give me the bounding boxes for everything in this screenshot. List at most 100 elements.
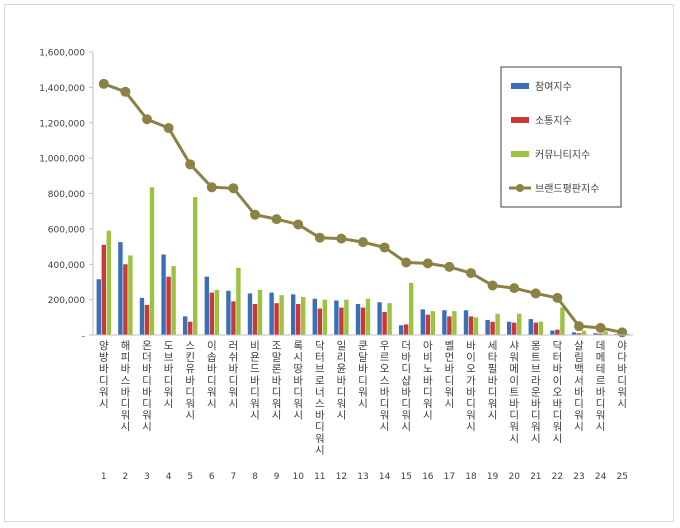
legend-label-1: 참여지수 xyxy=(535,81,572,93)
line-point-15 xyxy=(401,257,412,268)
bar-1-11 xyxy=(312,298,317,335)
line-point-17 xyxy=(444,261,455,272)
y-tick-label: 200,000 xyxy=(48,296,85,306)
legend-label-2: 소통지수 xyxy=(535,115,572,127)
line-point-11 xyxy=(314,232,325,243)
x-category-number: 16 xyxy=(422,472,434,482)
bar-2-9 xyxy=(274,303,279,335)
bar-2-24 xyxy=(598,333,603,335)
y-tick-label: 1,400,000 xyxy=(39,84,85,94)
x-category-number: 8 xyxy=(252,472,258,482)
line-point-3 xyxy=(142,114,152,125)
bar-2-1 xyxy=(101,244,106,335)
bar-2-18 xyxy=(468,316,474,335)
bar-2-13 xyxy=(360,307,366,335)
y-axis: - 200,000 400,000 600,000 800,000 1,000,000 1,… xyxy=(39,49,94,342)
x-category-number: 22 xyxy=(552,472,563,482)
bar-3-13 xyxy=(365,298,371,335)
y-tick-label: 1,200,000 xyxy=(39,119,85,129)
x-category-number: 25 xyxy=(616,472,627,482)
bar-series xyxy=(96,187,630,336)
bar-1-20 xyxy=(507,321,512,335)
bar-2-3 xyxy=(144,304,150,335)
bar-1-1 xyxy=(96,279,101,335)
bar-1-18 xyxy=(463,310,469,335)
bar-1-12 xyxy=(334,300,339,335)
line-point-6 xyxy=(206,182,217,193)
bar-3-14 xyxy=(387,303,392,335)
line-point-10 xyxy=(293,219,304,230)
line-point-9 xyxy=(271,214,282,225)
bar-2-8 xyxy=(252,304,258,335)
bar-1-13 xyxy=(355,304,361,335)
bar-2-20 xyxy=(512,322,517,335)
legend-swatch-3 xyxy=(511,151,529,157)
x-category-number: 10 xyxy=(292,472,304,482)
bar-2-14 xyxy=(382,312,387,335)
legend-label-4: 브랜드평판지수 xyxy=(535,183,599,195)
bar-1-8 xyxy=(247,293,253,335)
bar-1-4 xyxy=(161,254,166,335)
bar-1-3 xyxy=(139,297,145,335)
legend-swatch-2 xyxy=(511,117,529,123)
bar-2-22 xyxy=(555,329,560,335)
x-category-number: 1 xyxy=(101,472,107,482)
y-tick-label: 600,000 xyxy=(48,225,85,235)
bar-2-4 xyxy=(166,276,171,335)
bar-3-10 xyxy=(301,296,306,335)
bar-1-2 xyxy=(118,242,123,335)
bar-1-22 xyxy=(550,330,555,335)
bar-1-21 xyxy=(528,319,533,335)
x-category-number: 21 xyxy=(530,472,541,482)
bar-3-23 xyxy=(581,330,587,335)
bar-3-16 xyxy=(430,311,435,335)
bar-1-14 xyxy=(377,302,382,335)
x-category-number: 6 xyxy=(209,472,215,482)
bar-1-5 xyxy=(183,316,188,335)
bar-2-10 xyxy=(296,304,301,335)
x-category-number: 18 xyxy=(465,472,477,482)
bar-3-25 xyxy=(625,333,630,335)
x-axis: 양 방 바 디 워 시 1 해 피 바 스 바 디 워 시 2 온 더 바 디 바 디 워 시 3 도 브 바 디 워 시 4 스 킨 유 바 디 워 시 5… xyxy=(93,334,633,482)
line-point-21 xyxy=(530,288,541,299)
bar-1-24 xyxy=(593,333,598,335)
line-point-19 xyxy=(487,280,498,291)
x-category-number: 13 xyxy=(357,472,368,482)
bar-2-5 xyxy=(188,321,193,335)
x-category-number: 12 xyxy=(336,472,347,482)
bar-3-8 xyxy=(257,289,263,335)
bar-3-6 xyxy=(214,289,219,335)
line-point-7 xyxy=(228,183,239,194)
bar-2-2 xyxy=(123,264,128,335)
bar-2-21 xyxy=(533,322,538,335)
bar-3-22 xyxy=(560,307,565,335)
line-point-5 xyxy=(185,159,196,170)
line-point-4 xyxy=(163,123,174,134)
line-point-2 xyxy=(120,86,131,97)
line-point-20 xyxy=(509,283,520,294)
bar-1-23 xyxy=(571,332,577,335)
bar-1-19 xyxy=(485,319,490,335)
x-category-number: 11 xyxy=(314,472,325,482)
bar-2-6 xyxy=(209,292,214,335)
y-tick-label: 400,000 xyxy=(48,261,85,271)
bar-3-20 xyxy=(517,313,522,335)
bar-2-19 xyxy=(490,321,495,335)
bar-3-7 xyxy=(236,267,241,335)
bar-2-16 xyxy=(425,314,430,335)
legend-box xyxy=(500,66,622,208)
y-tick-label: 1,000,000 xyxy=(39,155,85,165)
